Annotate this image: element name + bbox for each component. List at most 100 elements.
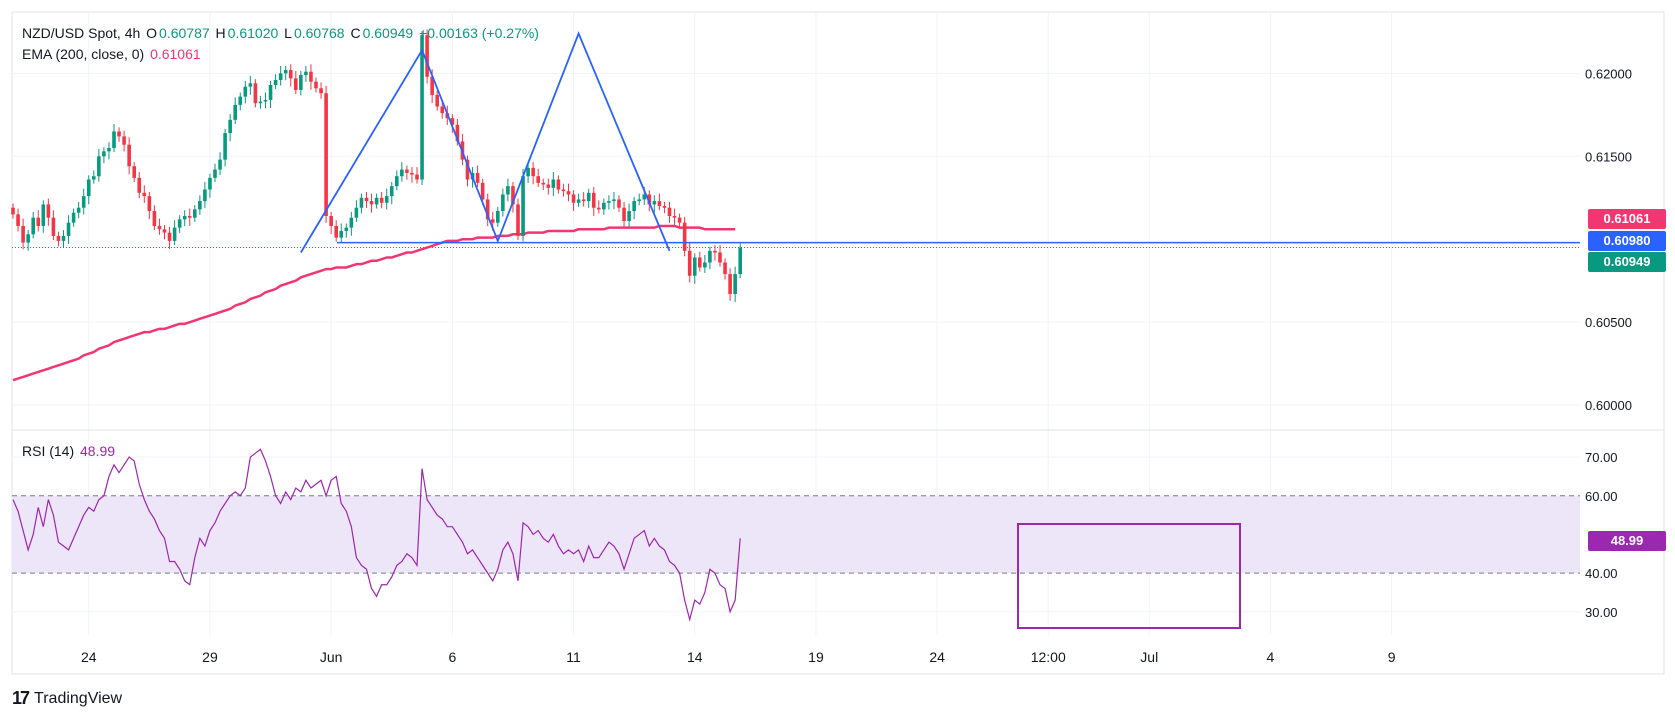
last-price-badge: 0.60949 — [1588, 252, 1666, 272]
double-top-pattern — [300, 31, 671, 253]
candle-body — [167, 232, 172, 241]
candle-body — [198, 201, 202, 210]
pattern-lines — [12, 31, 1580, 253]
rsi-tick-label: 60.00 — [1585, 489, 1618, 504]
candle-body — [152, 211, 157, 226]
candle-body — [238, 96, 243, 105]
candle-body — [364, 197, 369, 202]
candle-body — [354, 207, 359, 218]
candle-body — [374, 197, 379, 205]
time-tick-label: 4 — [1267, 649, 1275, 665]
price-tick-label: 0.62000 — [1585, 66, 1632, 81]
price-axis[interactable]: 0.62000 0.61500 0.60500 0.60000 70.00 60.00 40… — [1585, 66, 1632, 619]
ema-label: EMA (200, close, 0) — [22, 46, 145, 62]
candle-body — [339, 230, 344, 238]
candle-body — [546, 184, 551, 188]
candle-body — [612, 199, 616, 202]
candle-body — [637, 199, 641, 202]
candle-body — [485, 199, 490, 220]
candle-body — [384, 196, 389, 203]
candle-body — [61, 235, 66, 241]
candle-body — [450, 118, 455, 125]
candle-body — [162, 229, 167, 233]
candle-body — [602, 202, 606, 210]
candle-body — [490, 219, 495, 223]
time-tick-label: 14 — [687, 649, 703, 665]
rsi-highlight-box — [1017, 523, 1241, 629]
candle-body — [617, 199, 621, 208]
candle-body — [455, 124, 460, 142]
candle-body — [248, 83, 253, 87]
rsi-band — [12, 495, 1580, 574]
candle-body — [36, 217, 41, 226]
rsi-14-line — [12, 448, 741, 622]
candle-body — [622, 207, 626, 221]
price-tick-label: 0.60000 — [1585, 398, 1632, 413]
time-tick-label: 24 — [81, 649, 97, 665]
candle-body — [122, 136, 126, 145]
candle-body — [278, 73, 283, 81]
candle-body — [687, 250, 692, 276]
candle-body — [344, 227, 349, 231]
candle-body — [369, 201, 374, 205]
line-price-badge: 0.60980 — [1588, 231, 1666, 251]
low-value: 0.60768 — [293, 25, 345, 41]
ohlc-legend: NZD/USD Spot, 4h O 0.60787 H 0.61020 L 0.60… — [22, 25, 541, 41]
candle-body — [718, 252, 722, 263]
candle-body — [379, 197, 384, 203]
time-axis[interactable]: 24 29 Jun 6 11 14 19 24 12:00 Jul 4 9 — [81, 649, 1396, 665]
candle-body — [31, 217, 35, 235]
ema-200-line — [12, 224, 736, 382]
ema-legend[interactable]: EMA (200, close, 0) 0.61061 — [22, 46, 203, 62]
candle-body — [647, 194, 652, 205]
candle-body — [566, 191, 571, 195]
time-tick-label: Jun — [320, 649, 343, 665]
candle-body — [329, 216, 333, 226]
time-tick-label: 29 — [202, 649, 218, 665]
candle-body — [642, 194, 647, 200]
rsi-legend[interactable]: RSI (14) 48.99 — [22, 443, 117, 459]
candle-body — [177, 219, 182, 228]
candle-body — [480, 182, 485, 200]
candle-body — [738, 247, 742, 275]
candle-body — [46, 204, 51, 218]
candle-body — [389, 186, 394, 197]
brand-name: TradingView — [34, 689, 123, 707]
candle-body — [591, 192, 596, 208]
candle-body — [728, 274, 732, 294]
high-value: 0.61020 — [227, 25, 279, 41]
candle-body — [71, 212, 76, 223]
symbol-title[interactable]: NZD/USD Spot, 4h — [22, 25, 141, 41]
candle-body — [193, 209, 197, 218]
candle-body — [667, 207, 672, 217]
ema-value: 0.61061 — [150, 46, 201, 62]
candle-body — [228, 119, 232, 134]
candle-body — [632, 201, 636, 212]
candle-body — [435, 94, 439, 107]
candle-body — [299, 75, 303, 90]
candle-body — [86, 179, 91, 197]
price-tick-label: 0.60500 — [1585, 315, 1632, 330]
candle-body — [430, 76, 434, 95]
candle-body — [581, 199, 586, 202]
candle-body — [172, 227, 177, 241]
candle-body — [652, 201, 657, 205]
candle-body — [682, 222, 687, 251]
candle-body — [132, 166, 136, 178]
candle-body — [102, 151, 106, 157]
candle-body — [157, 225, 162, 230]
candle-body — [41, 204, 46, 226]
candle-body — [359, 197, 364, 208]
candle-body — [233, 104, 237, 120]
candle-body — [187, 216, 192, 218]
tradingview-brand[interactable]: 17 TradingView — [12, 688, 122, 709]
candle-body — [692, 257, 697, 276]
candle-body — [127, 144, 131, 167]
candle-body — [142, 192, 147, 197]
candle-body — [283, 70, 288, 74]
candle-body — [551, 179, 556, 188]
candle-body — [607, 201, 611, 203]
candle-body — [415, 174, 419, 180]
candle-body — [263, 99, 268, 102]
